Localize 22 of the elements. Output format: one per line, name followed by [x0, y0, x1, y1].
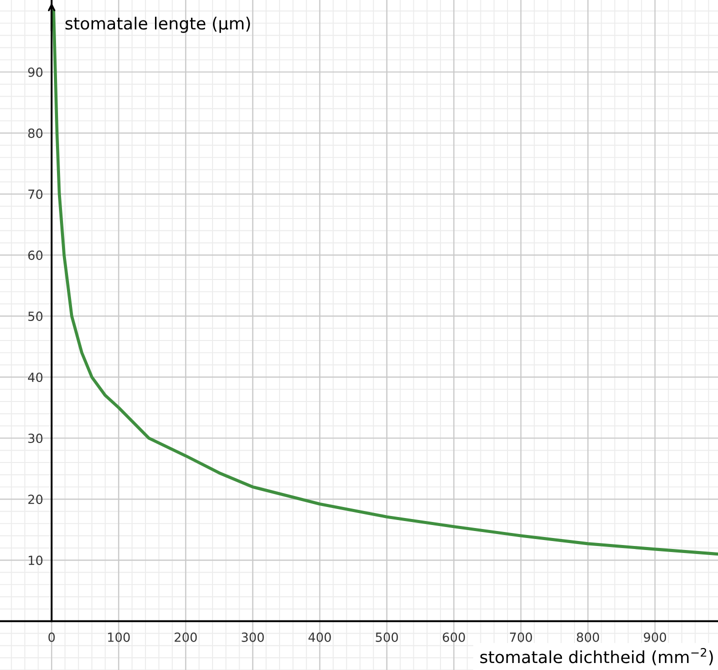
x-tick-label: 500 [376, 632, 398, 642]
y-tick-label: 10 [28, 556, 42, 566]
x-tick-label: 900 [644, 632, 666, 642]
x-tick-label: 800 [576, 632, 600, 642]
y-tick-label: 70 [28, 190, 42, 199]
x-tick-label: 300 [242, 632, 264, 642]
y-tick-label: 50 [28, 312, 42, 322]
x-tick-label: 700 [510, 632, 532, 642]
x-tick-label: 400 [308, 632, 331, 642]
y-tick-label: 20 [28, 494, 42, 504]
x-tick-label: 100 [108, 632, 130, 642]
y-tick-label: 80 [28, 128, 42, 138]
y-tick-label: 40 [28, 372, 42, 382]
y-tick-label: 30 [28, 434, 42, 444]
y-axis-title: stomatale lengte (μm) [66, 16, 250, 33]
y-tick-label: 90 [28, 67, 42, 77]
y-tick-label: 60 [28, 250, 42, 260]
x-tick-label: 0 [48, 632, 55, 642]
x-tick-label: 600 [442, 632, 465, 642]
x-axis-title: stomatale dichtheid (mm$^{−2}$) [480, 648, 713, 666]
x-tick-label: 200 [174, 632, 197, 642]
line-series [52, 9, 718, 556]
